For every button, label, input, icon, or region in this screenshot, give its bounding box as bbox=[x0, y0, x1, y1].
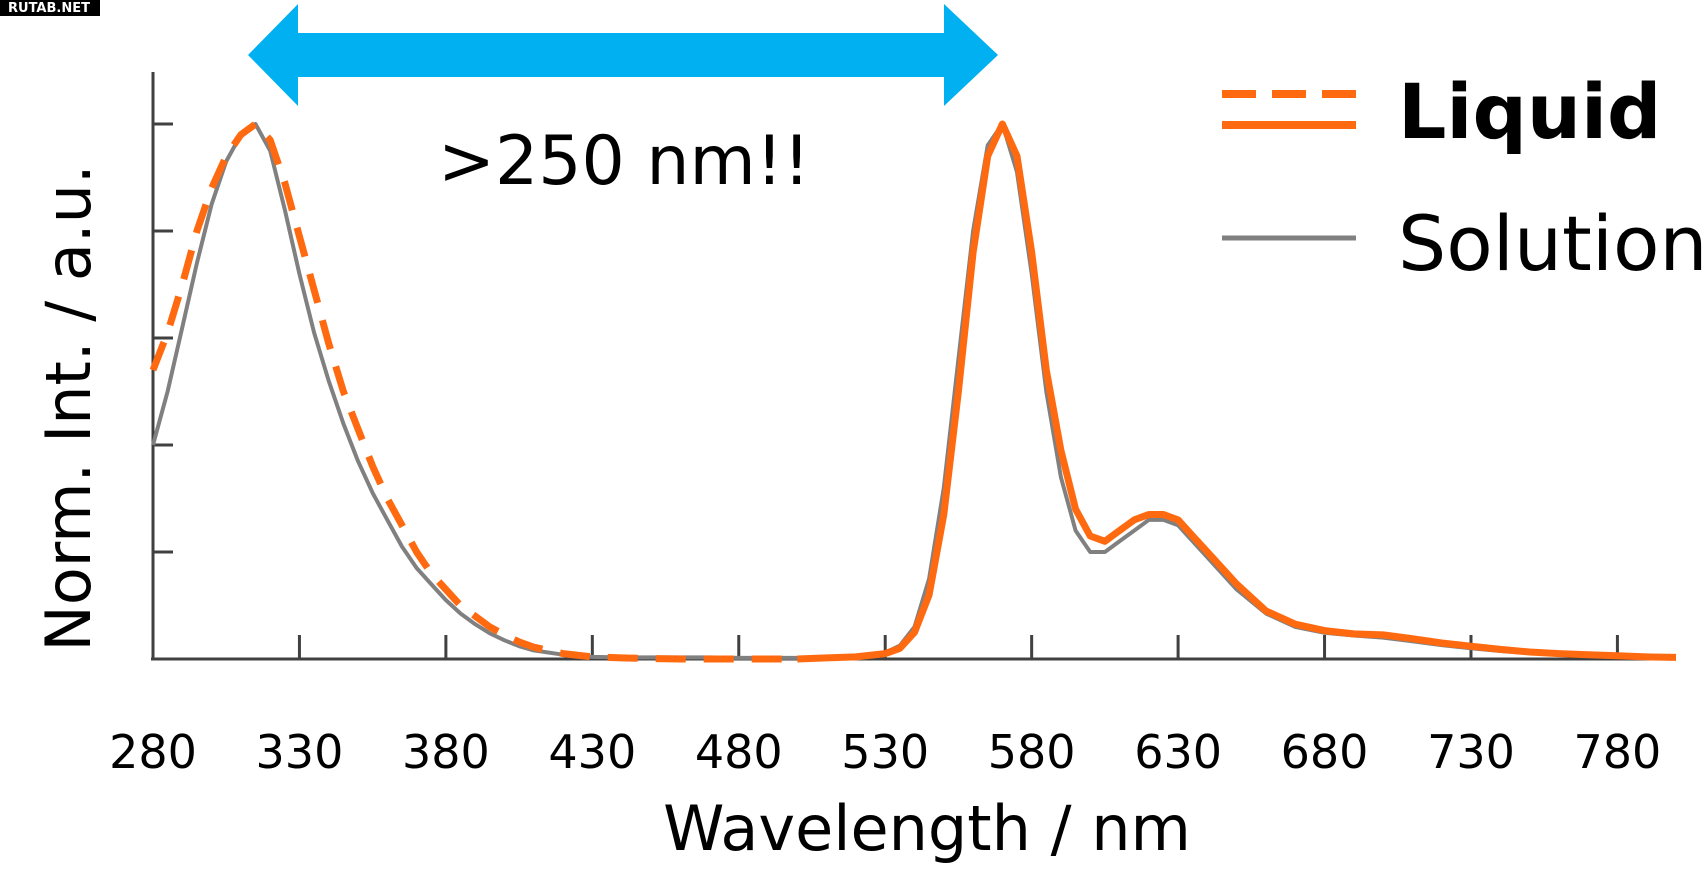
x-tick-label: 730 bbox=[1427, 725, 1515, 779]
x-tick-label: 780 bbox=[1574, 725, 1662, 779]
watermark-text: RUTAB.NET bbox=[8, 1, 90, 16]
x-tick-label: 530 bbox=[841, 725, 929, 779]
watermark: RUTAB.NET bbox=[0, 0, 100, 16]
axes: 280 330 380 430 480 530 580 630 680 730 780 bbox=[109, 72, 1676, 779]
x-tick-labels: 280 330 380 430 480 530 580 630 680 730 780 bbox=[109, 725, 1661, 779]
range-annotation-text: >250 nm!! bbox=[438, 122, 810, 201]
x-tick-label: 430 bbox=[548, 725, 636, 779]
legend-label-solution: Solution bbox=[1398, 199, 1704, 288]
legend-label-liquid: Liquid bbox=[1398, 67, 1661, 156]
x-tick-label: 380 bbox=[402, 725, 490, 779]
legend: Liquid Solution bbox=[1222, 67, 1704, 288]
range-arrow-shaft bbox=[296, 33, 946, 77]
x-axis-title: Wavelength / nm bbox=[663, 792, 1191, 865]
series-line-liquid-emission bbox=[797, 120, 1677, 663]
x-tick-label: 280 bbox=[109, 725, 197, 779]
x-tick-label: 330 bbox=[256, 725, 344, 779]
range-arrow-right-head bbox=[944, 4, 998, 106]
x-tick-label: 680 bbox=[1281, 725, 1369, 779]
watermark-background bbox=[0, 0, 100, 16]
y-ticks bbox=[153, 122, 173, 554]
x-tick-label: 630 bbox=[1134, 725, 1222, 779]
series-layer bbox=[149, 120, 1677, 663]
range-arrow-left-head bbox=[248, 4, 298, 106]
x-tick-label: 480 bbox=[695, 725, 783, 779]
series-line-liquid-absorption bbox=[149, 120, 798, 663]
range-arrow bbox=[248, 4, 998, 106]
x-tick-label: 580 bbox=[988, 725, 1076, 779]
y-axis-title: Norm. Int. / a.u. bbox=[32, 164, 105, 651]
